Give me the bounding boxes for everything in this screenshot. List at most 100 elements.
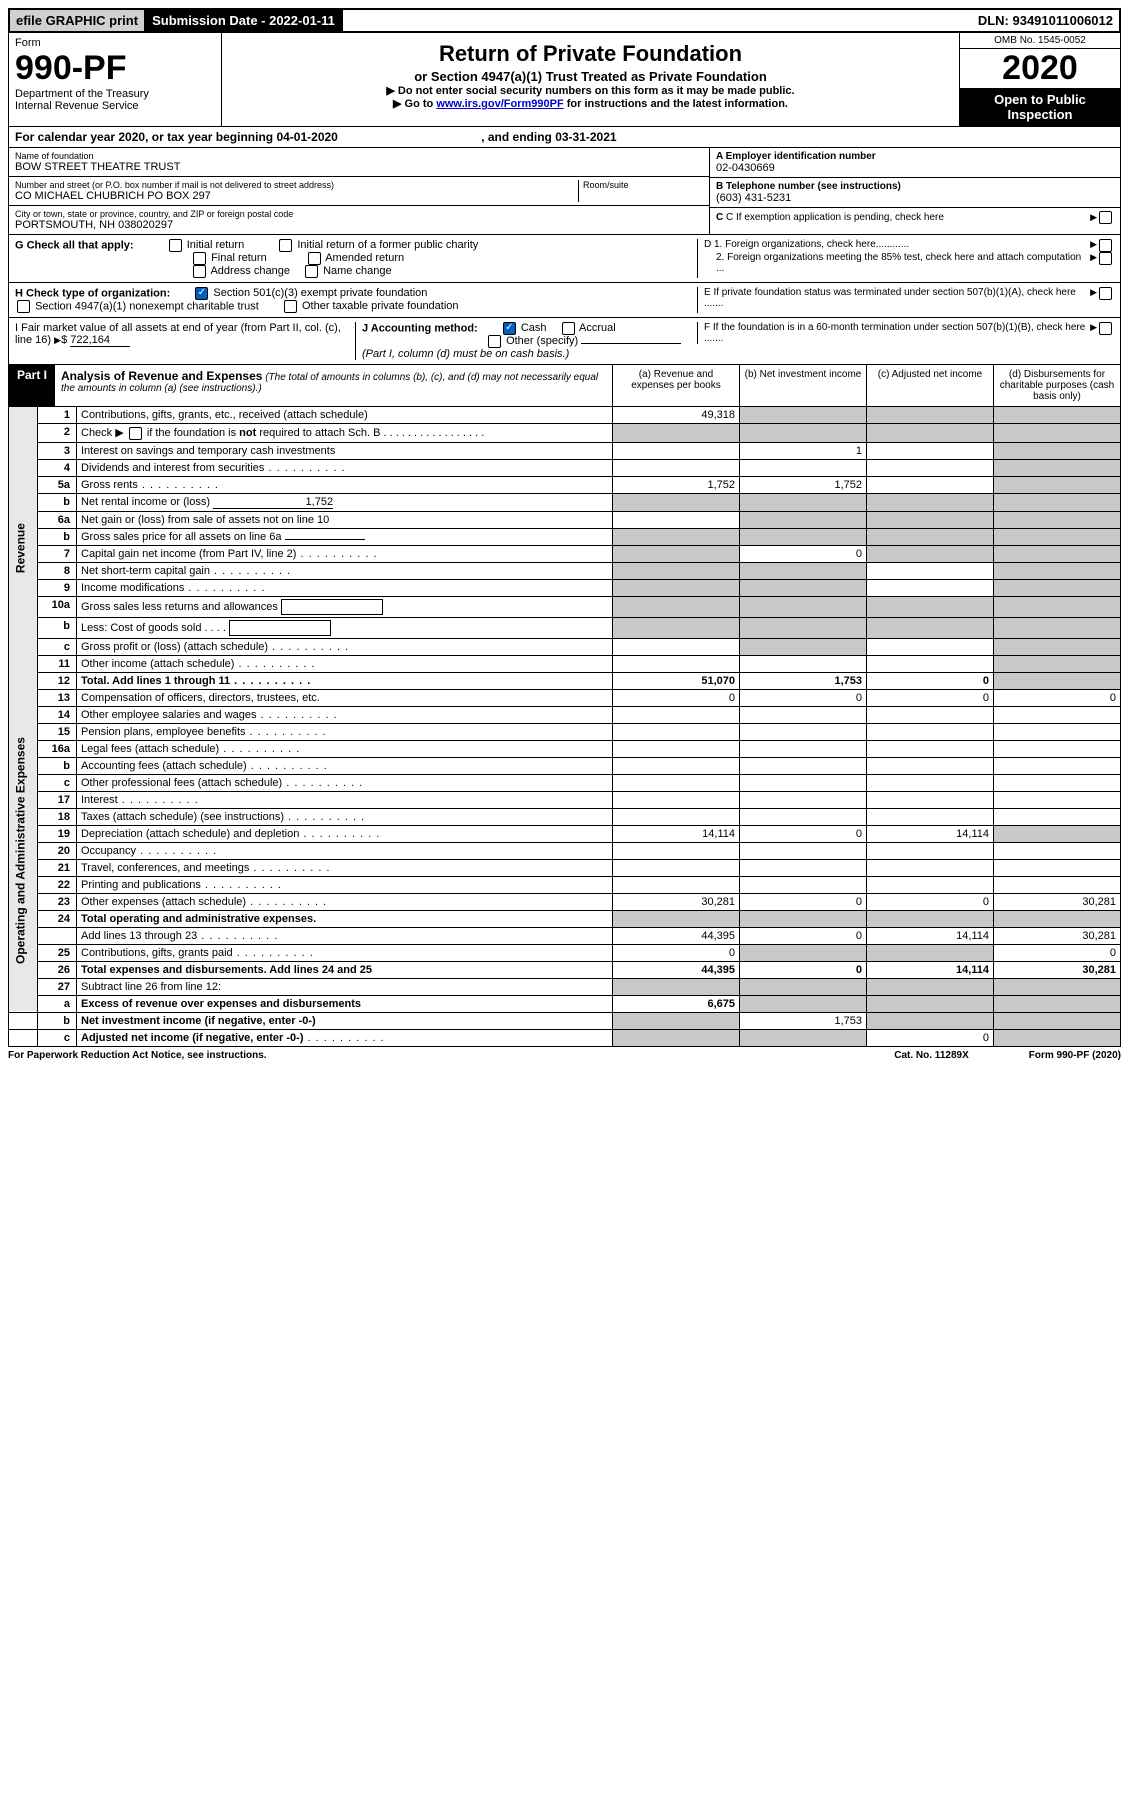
ln-27c: c [38, 1029, 77, 1046]
ln-10b: b [38, 617, 77, 638]
ln-27: 27 [38, 978, 77, 995]
j-label: J Accounting method: [362, 322, 478, 334]
section-i: I Fair market value of all assets at end… [8, 318, 1121, 365]
ln-9: 9 [38, 579, 77, 596]
arrow-icon [54, 334, 61, 346]
ln16c-desc: Other professional fees (attach schedule… [77, 774, 613, 791]
cb-e[interactable] [1099, 287, 1112, 300]
opt-initial-former: Initial return of a former public charit… [297, 239, 478, 251]
h-label: H Check type of organization: [15, 287, 170, 299]
cal-begin: 04-01-2020 [276, 130, 337, 144]
ln13-d: 0 [994, 689, 1121, 706]
ln15-desc: Pension plans, employee benefits [77, 723, 613, 740]
opt-other-acct: Other (specify) [506, 335, 578, 347]
addr-label: Number and street (or P.O. box number if… [15, 180, 578, 190]
opt-addrchange: Address change [210, 265, 290, 277]
cb-schb[interactable] [129, 427, 142, 440]
ein-value: 02-0430669 [716, 162, 1114, 174]
ln25-a: 0 [613, 944, 740, 961]
ein-label: A Employer identification number [716, 151, 1114, 162]
cal-end: 03-31-2021 [555, 130, 616, 144]
cb-final[interactable] [193, 252, 206, 265]
ln-4: 4 [38, 459, 77, 476]
ln13-a: 0 [613, 689, 740, 706]
cb-other-tax[interactable] [284, 300, 297, 313]
top-bar: efile GRAPHIC print Submission Date - 20… [8, 8, 1121, 33]
ln-16a: 16a [38, 740, 77, 757]
cb-4947[interactable] [17, 300, 30, 313]
cb-initial-former[interactable] [279, 239, 292, 252]
ln19-b: 0 [740, 825, 867, 842]
name-label: Name of foundation [15, 151, 703, 161]
cb-amended[interactable] [308, 252, 321, 265]
fmv-value: 722,164 [70, 334, 130, 347]
ln26-desc: Total expenses and disbursements. Add li… [77, 961, 613, 978]
col-d-head: (d) Disbursements for charitable purpose… [993, 365, 1120, 406]
form-number: 990-PF [15, 49, 215, 88]
cb-cash[interactable] [503, 322, 516, 335]
cb-accrual[interactable] [562, 322, 575, 335]
opt-501c3: Section 501(c)(3) exempt private foundat… [213, 287, 427, 299]
ln-5a: 5a [38, 476, 77, 493]
e-text: E If private foundation status was termi… [704, 287, 1090, 313]
foundation-name: BOW STREET THEATRE TRUST [15, 161, 703, 173]
ln-13: 13 [38, 689, 77, 706]
pending-label: C C If exemption application is pending,… [716, 212, 1090, 223]
page-footer: For Paperwork Reduction Act Notice, see … [8, 1047, 1121, 1061]
d2-text: 2. Foreign organizations meeting the 85%… [704, 252, 1090, 274]
ln24-d: 30,281 [994, 927, 1121, 944]
opt-initial: Initial return [187, 239, 244, 251]
cb-f[interactable] [1099, 322, 1112, 335]
phone-value: (603) 431-5231 [716, 192, 1114, 204]
ln24-b: 0 [740, 927, 867, 944]
cb-namechange[interactable] [305, 265, 318, 278]
cb-d2[interactable] [1099, 252, 1112, 265]
ln13-b: 0 [740, 689, 867, 706]
ln27a-desc: Excess of revenue over expenses and disb… [77, 995, 613, 1012]
ln-20: 20 [38, 842, 77, 859]
part1-header-row: Part I Analysis of Revenue and Expenses … [8, 365, 1121, 407]
cb-501c3[interactable] [195, 287, 208, 300]
ln-21: 21 [38, 859, 77, 876]
ln-8: 8 [38, 562, 77, 579]
ln23-b: 0 [740, 893, 867, 910]
section-g: G Check all that apply: Initial return I… [8, 235, 1121, 283]
ln8-desc: Net short-term capital gain [77, 562, 613, 579]
calmid: , and ending [481, 130, 555, 144]
city-state-zip: PORTSMOUTH, NH 038020297 [15, 219, 703, 231]
arrow-icon [1090, 212, 1097, 223]
ln5b-val: 1,752 [213, 496, 333, 509]
irs-link[interactable]: www.irs.gov/Form990PF [436, 98, 563, 110]
goto-post: for instructions and the latest informat… [564, 98, 788, 110]
cb-addrchange[interactable] [193, 265, 206, 278]
ln26-b: 0 [740, 961, 867, 978]
ln-7: 7 [38, 545, 77, 562]
cb-d1[interactable] [1099, 239, 1112, 252]
j-note: (Part I, column (d) must be on cash basi… [362, 348, 569, 360]
ln21-desc: Travel, conferences, and meetings [77, 859, 613, 876]
form-ref: Form 990-PF (2020) [1029, 1050, 1121, 1061]
ln1-a: 49,318 [613, 407, 740, 424]
opt-accrual: Accrual [579, 322, 616, 334]
d1-text: D 1. Foreign organizations, check here..… [704, 239, 1090, 252]
ln3-desc: Interest on savings and temporary cash i… [77, 442, 613, 459]
ln12-desc: Total. Add lines 1 through 11 [77, 672, 613, 689]
ln6a-desc: Net gain or (loss) from sale of assets n… [77, 511, 613, 528]
ln11-desc: Other income (attach schedule) [77, 655, 613, 672]
ln27b-desc: Net investment income (if negative, ente… [77, 1012, 613, 1029]
arrow-icon [1090, 239, 1097, 252]
opt-cash: Cash [521, 322, 547, 334]
ln24-desc: Total operating and administrative expen… [77, 910, 613, 927]
pending-checkbox[interactable] [1099, 211, 1112, 224]
ln25-desc: Contributions, gifts, grants paid [77, 944, 613, 961]
ln-26: 26 [38, 961, 77, 978]
cb-initial[interactable] [169, 239, 182, 252]
address: CO MICHAEL CHUBRICH PO BOX 297 [15, 190, 578, 202]
opt-namechange: Name change [323, 265, 392, 277]
efile-print-btn[interactable]: efile GRAPHIC print [10, 10, 146, 31]
ln-6a: 6a [38, 511, 77, 528]
note-ssn: ▶ Do not enter social security numbers o… [228, 84, 953, 97]
cb-other-acct[interactable] [488, 335, 501, 348]
ln23-desc: Other expenses (attach schedule) [77, 893, 613, 910]
ln10a-desc: Gross sales less returns and allowances [77, 596, 613, 617]
